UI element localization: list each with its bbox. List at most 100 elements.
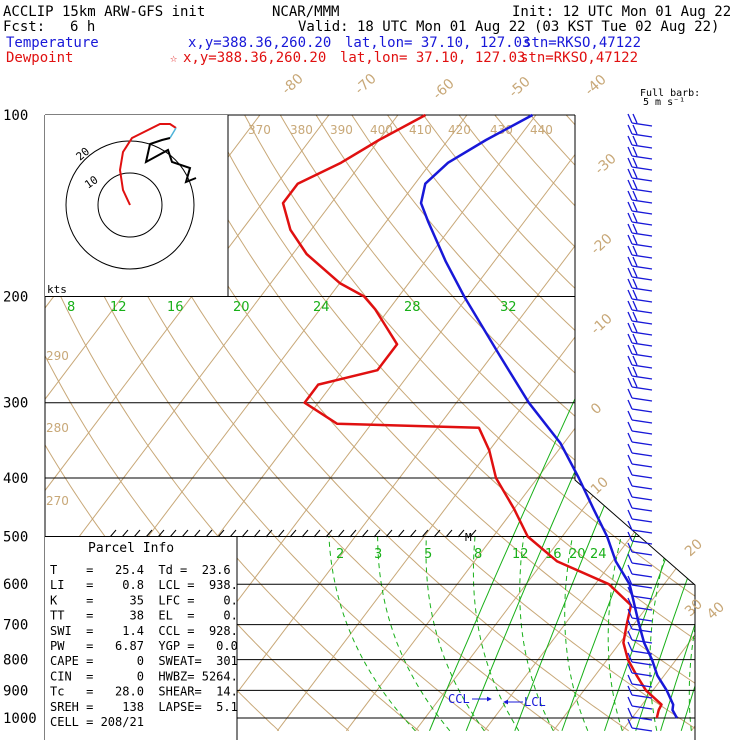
wind-barb-shaft [631, 672, 653, 677]
mixing-ratio-line [561, 296, 695, 731]
mixing-ratio-label: 3 [374, 547, 382, 562]
hatch-tick [445, 529, 453, 538]
dry-adiabat-line [458, 115, 695, 732]
isotherm-label: -20 [588, 231, 616, 258]
wind-barb-flag [627, 652, 633, 663]
isotherm-label: -10 [588, 311, 616, 338]
wind-barb-shaft [631, 639, 653, 644]
wind-barb-flag [632, 124, 638, 135]
hatch-tick [325, 529, 333, 538]
hatch-tick [253, 529, 261, 538]
wind-barb-shaft [631, 265, 653, 270]
hatch-tick [133, 529, 141, 538]
wind-barb-flag [627, 366, 633, 377]
mixing-ratio-label: 16 [545, 547, 562, 562]
mixing-ratio-line [680, 296, 695, 731]
isotherm-line [552, 115, 695, 732]
hodograph-trace-low [118, 123, 177, 206]
hatch-tick [265, 529, 273, 538]
dewpoint-legend-star-icon: ☆ [170, 51, 177, 65]
wind-barb-flag [627, 630, 633, 641]
hatch-tick [169, 529, 177, 538]
wind-barb-flag [627, 454, 633, 465]
wind-barb-flag [627, 135, 633, 146]
wind-barb-shaft [631, 419, 653, 424]
dry-adiabat-label: 380 [290, 123, 313, 137]
wind-barb-flag [632, 146, 638, 157]
parcel-info-row: CELL = 208/21 [50, 715, 144, 729]
init-time: Init: 12 UTC Mon 01 Aug 22 [512, 4, 731, 20]
hatch-tick [385, 529, 393, 538]
wind-barb-shaft [631, 309, 653, 314]
wind-barb-flag [632, 355, 638, 366]
dry-adiabat-label: 370 [248, 123, 271, 137]
moist-adiabat-line [607, 536, 623, 731]
wind-barb-shaft [631, 716, 653, 721]
parcel-info-row: SWI = 1.4 CCL = 928. [50, 624, 238, 638]
parcel-info-row: K = 35 LFC = 0. [50, 593, 238, 607]
wind-barb-shaft [631, 177, 653, 182]
isotherm-line [45, 115, 399, 732]
wind-barb-flag [632, 113, 638, 124]
moist-adiabat-line [688, 536, 695, 731]
dry-adiabat-label: 440 [530, 123, 553, 137]
wind-barb-shaft [631, 320, 653, 325]
hatch-tick [217, 529, 225, 538]
wind-barb-flag [632, 344, 638, 355]
wind-barb-flag [627, 707, 633, 718]
hodograph-ring-inner [97, 172, 163, 238]
wind-barb-flag [632, 201, 638, 212]
isotherm-label: -80 [279, 71, 307, 98]
wind-barb-shaft [631, 485, 653, 490]
mixing-ratio-label: 2 [336, 547, 344, 562]
hatch-tick [241, 529, 249, 538]
dry-adiabat-line [709, 115, 740, 731]
wind-barb-flag [627, 487, 633, 498]
dry-adiabat-line [45, 115, 490, 732]
temperature-legend-xy: x,y=388.36,260.20 [188, 35, 331, 51]
wind-barb-shaft [631, 441, 653, 446]
wind-barb-shaft [631, 606, 653, 611]
mixing-ratio-line [715, 297, 740, 731]
wind-barb-flag [627, 124, 633, 135]
wind-barb-shaft [631, 232, 653, 237]
wind-barb-flag [627, 179, 633, 190]
mixing-ratio-line [699, 297, 740, 731]
wind-barb-shaft [631, 254, 653, 259]
wind-barb-flag [627, 399, 633, 410]
wind-barb-flag [627, 410, 633, 421]
hatch-tick [433, 529, 441, 538]
mixing-ratio-line [604, 296, 695, 731]
isotherm-line [483, 115, 695, 732]
hatch-tick [313, 529, 321, 538]
wind-barbs [627, 113, 653, 732]
wind-barb-flag [627, 674, 633, 685]
dry-adiabat-line [494, 115, 695, 732]
hatch-tick [397, 529, 405, 538]
wind-barb-flag [627, 465, 633, 476]
hatch-tick [109, 529, 117, 538]
hatch-tick [349, 529, 357, 538]
parcel-info-row: PW = 6.87 YGP = 0.0 [50, 639, 238, 653]
mixing-ratio-label: 12 [512, 547, 529, 562]
wind-barb-shaft [631, 199, 653, 204]
mixing-ratio-line [465, 296, 654, 731]
forecast-label: Fcst: [3, 19, 45, 35]
mixing-ratio-line [429, 296, 623, 731]
dewpoint-legend-station: stn=RKSO,47122 [520, 50, 638, 66]
wind-barb-flag [632, 278, 638, 289]
dry-adiabat-label: 400 [370, 123, 393, 137]
wind-barb-flag [632, 157, 638, 168]
barb-legend-line2: 5 m s⁻¹ [643, 97, 685, 108]
wind-barb-flag [627, 718, 633, 729]
mixing-ratio-label: 20 [233, 300, 250, 315]
wind-barb-shaft [631, 210, 653, 215]
wind-barb-flag [627, 696, 633, 707]
wind-barb-flag [627, 432, 633, 443]
dry-adiabat-label: 280 [46, 421, 69, 435]
wind-barb-flag [632, 333, 638, 344]
isotherm-label: -60 [430, 76, 458, 103]
wind-barb-shaft [631, 144, 653, 149]
hodograph-trace-upper [144, 137, 197, 184]
